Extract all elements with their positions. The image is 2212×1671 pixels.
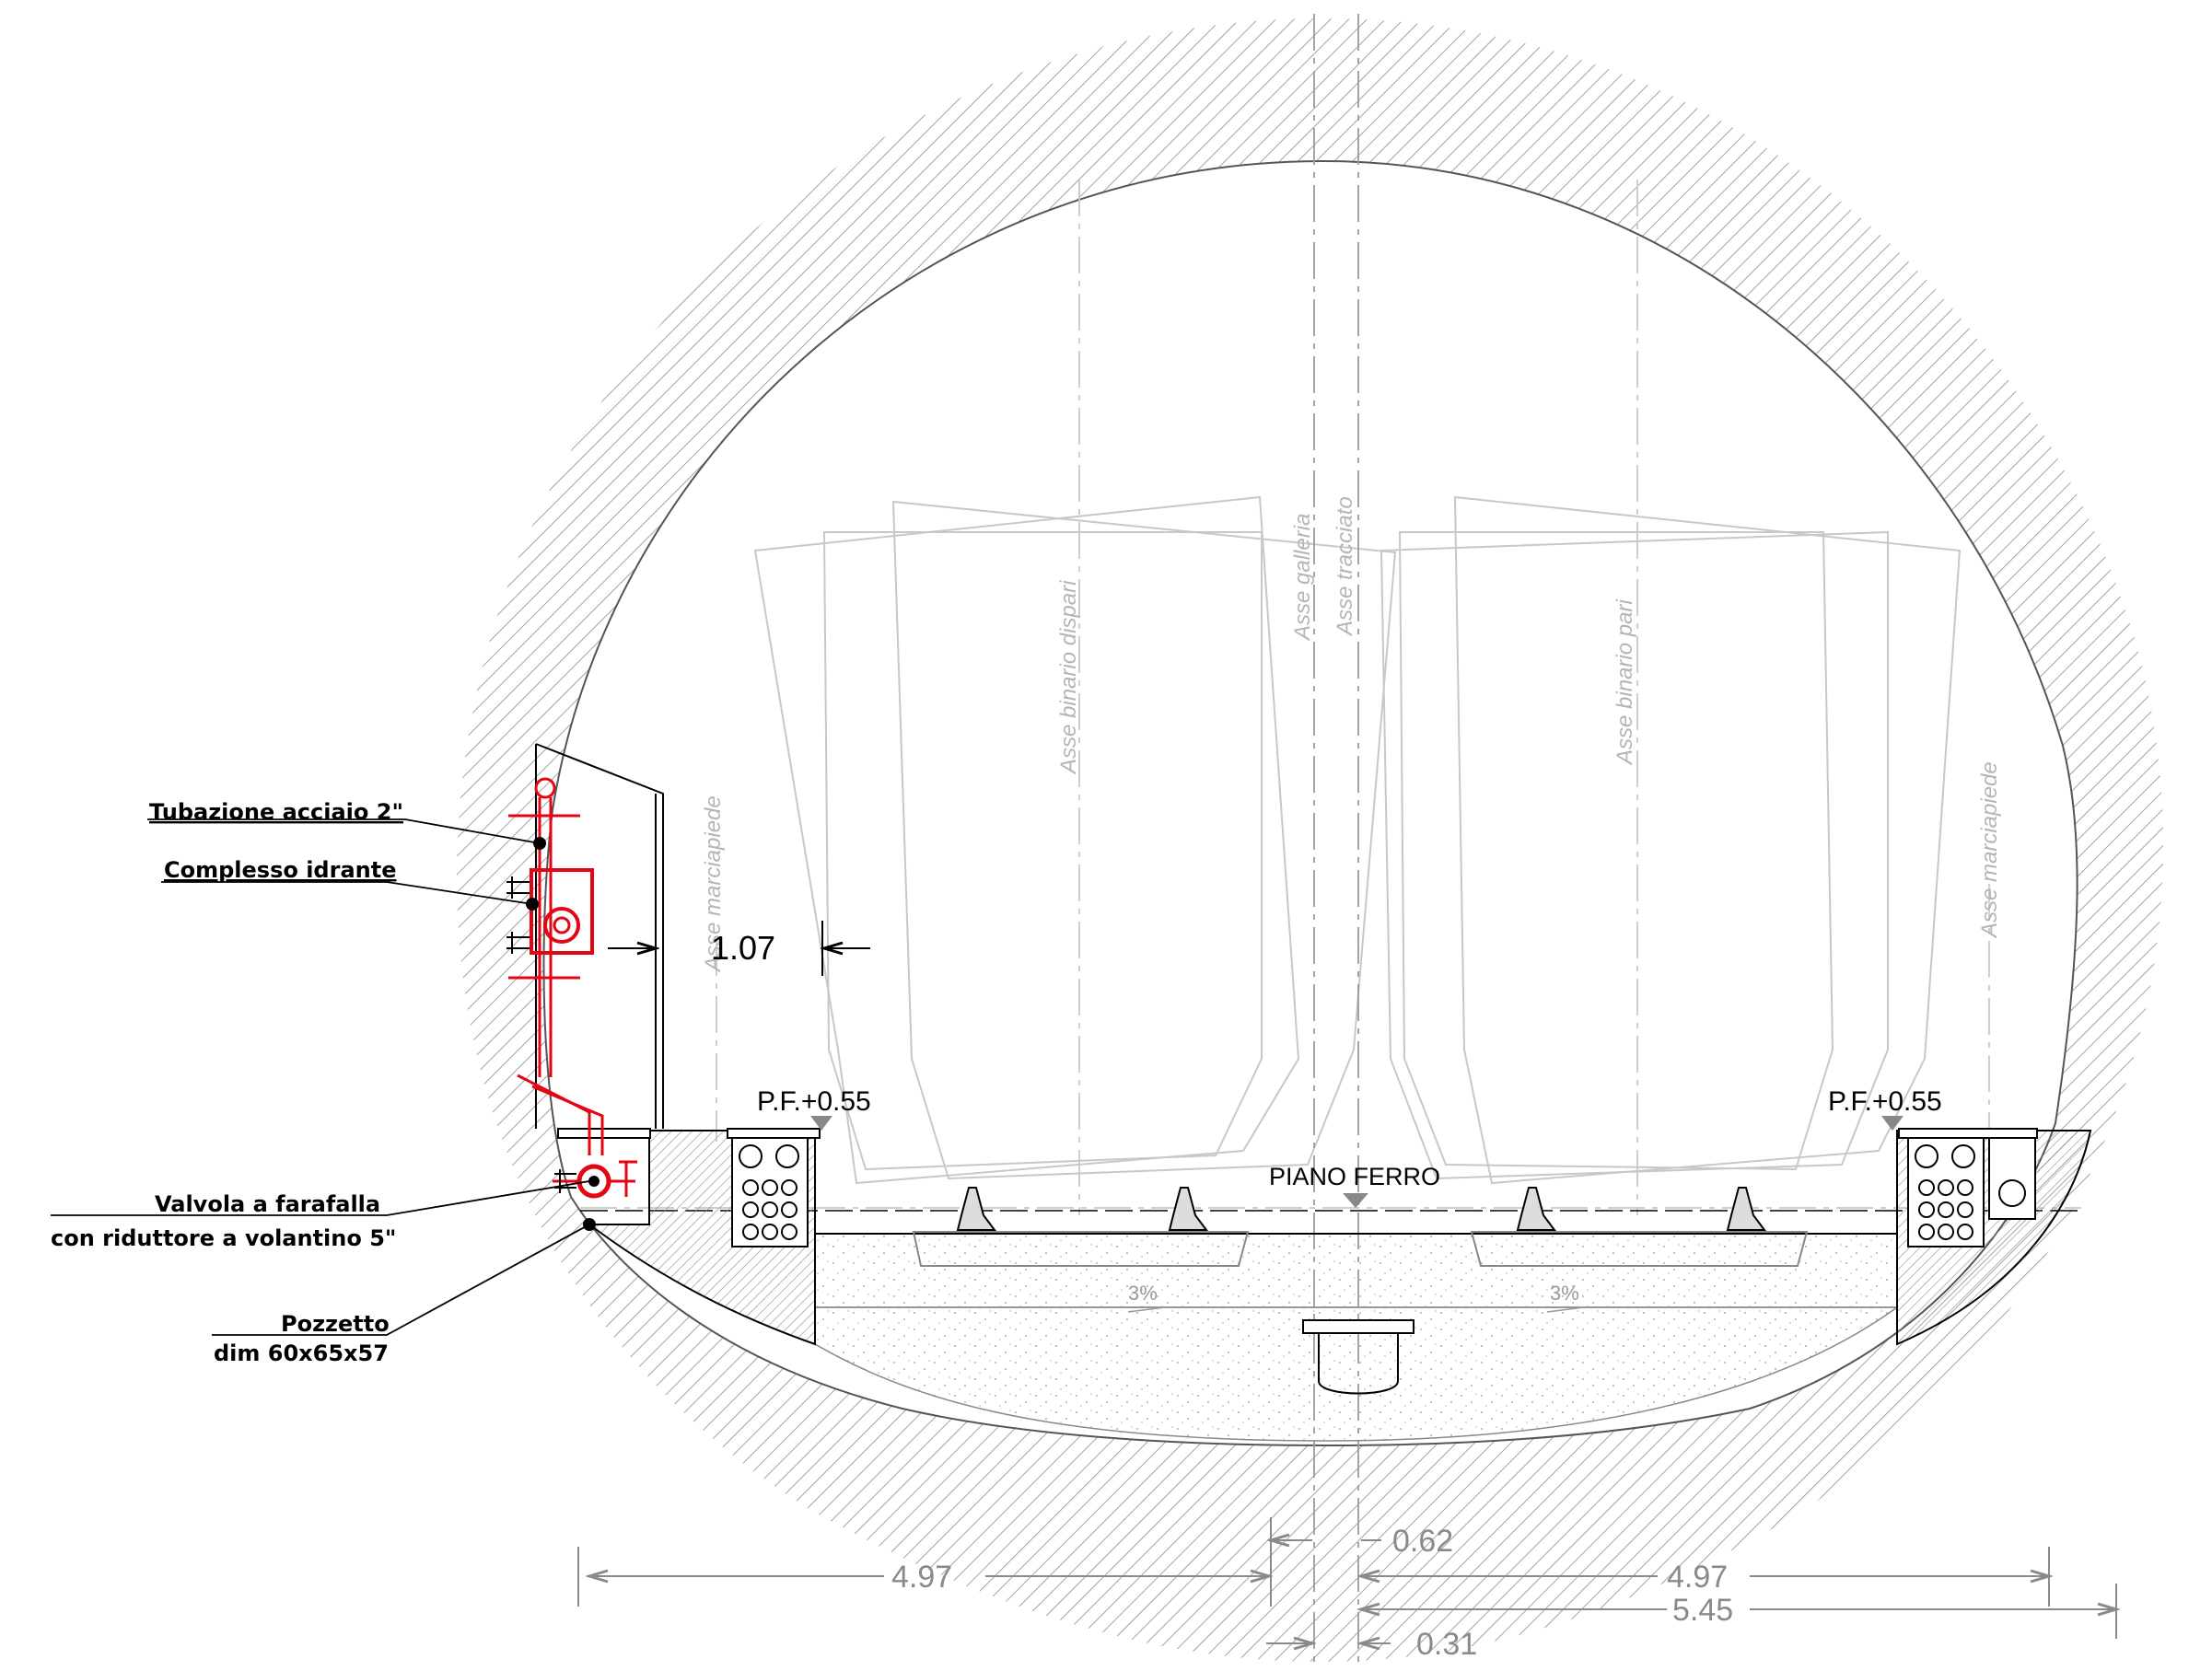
dim-axis-offset: 0.62 — [1392, 1524, 1453, 1559]
callout-valve-line1: Valvola a farafalla — [155, 1191, 380, 1217]
level-marker-right — [1881, 1116, 1903, 1131]
rail-level-label: PIANO FERRO — [1269, 1163, 1440, 1190]
left-walkway-cap — [727, 1128, 821, 1139]
left-cable-trough — [731, 1133, 809, 1247]
clearance-dimension — [608, 921, 870, 976]
callout-well-line1: Pozzetto — [281, 1311, 390, 1337]
level-label-left: P.F.+0.55 — [757, 1086, 871, 1117]
axis-label-right-walkway: Asse marciapiede — [1977, 761, 2002, 939]
right-walkway-cap — [1898, 1128, 2038, 1139]
ballast-layer — [814, 1233, 1898, 1308]
axis-label-left-walkway: Asse marciapiede — [701, 795, 726, 973]
axis-label-track-even: Asse binario pari — [1612, 599, 1637, 766]
callout-pipe: Tubazione acciaio 2" — [149, 799, 403, 825]
invert-concrete — [814, 1306, 1900, 1442]
slope-label-left: 3% — [1128, 1282, 1158, 1305]
dim-clearance: 1.07 — [711, 929, 775, 967]
callout-valve-line2: con riduttore a volantino 5" — [51, 1225, 396, 1251]
central-drain — [1302, 1319, 1415, 1395]
dim-right-half: 4.97 — [1667, 1560, 1728, 1595]
callout-well-line2: dim 60x65x57 — [214, 1340, 389, 1366]
callout-dot-pipe — [533, 837, 546, 850]
rail-level-marker — [1343, 1193, 1368, 1208]
callout-dot-hydrant — [526, 898, 539, 911]
tunnel-intrados — [542, 159, 2078, 1447]
dim-right-total: 5.45 — [1672, 1593, 1733, 1628]
bottom-dimensions — [577, 1517, 2116, 1643]
axis-label-tunnel: Asse galleria — [1290, 514, 1315, 642]
dim-left-half: 4.97 — [891, 1560, 952, 1595]
level-marker-left — [810, 1116, 832, 1131]
track-odd — [912, 1187, 1250, 1267]
callout-hydrant: Complesso idrante — [164, 857, 396, 883]
axis-lines — [580, 14, 2081, 1666]
axis-label-track-odd: Asse binario dispari — [1056, 580, 1081, 775]
slope-label-right: 3% — [1550, 1282, 1579, 1305]
callout-dot-well — [583, 1218, 596, 1231]
callout-leaders — [51, 818, 590, 1336]
track-even — [1470, 1187, 1809, 1267]
level-label-right: P.F.+0.55 — [1828, 1086, 1942, 1117]
hydrant-couplings — [506, 876, 576, 1193]
dim-small-offset: 0.31 — [1416, 1627, 1477, 1662]
right-cable-trough — [1907, 1133, 2036, 1247]
callout-dot-valve — [588, 1176, 600, 1187]
axis-label-alignment: Asse tracciato — [1333, 496, 1357, 637]
hydrant-niche-cap — [557, 1128, 651, 1139]
hydrant-cabinet-frame — [535, 743, 664, 1129]
train-gauge-outlines — [753, 495, 1962, 1185]
